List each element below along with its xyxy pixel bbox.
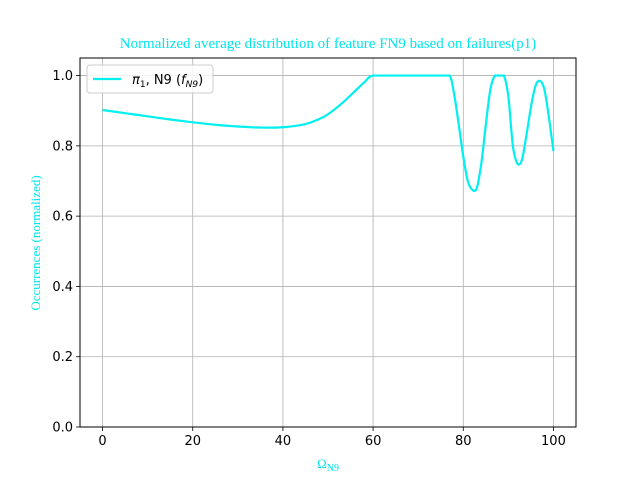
legend-label: π1, N9 (fN9) xyxy=(132,73,203,90)
y-tick-label: 0.2 xyxy=(52,350,73,365)
legend-box xyxy=(86,64,214,94)
x-tick-label: 60 xyxy=(365,434,382,449)
x-tick-label: 0 xyxy=(98,434,106,449)
x-axis-ticks: 0 20 40 60 80 100 xyxy=(98,427,566,449)
x-tick-label: 80 xyxy=(455,434,472,449)
plot-area xyxy=(79,57,577,428)
x-tick-label: 100 xyxy=(541,434,566,449)
y-axis-label: Occurrences (normalized) xyxy=(28,175,43,310)
y-tick-label: 0.0 xyxy=(52,421,73,436)
chart-title: Normalized average distribution of featu… xyxy=(120,36,537,52)
series-line xyxy=(102,74,555,193)
y-tick-label: 0.8 xyxy=(52,139,73,154)
y-tick-label: 0.4 xyxy=(52,280,73,295)
y-tick-label: 1.0 xyxy=(52,69,73,84)
x-tick-label: 40 xyxy=(275,434,292,449)
x-tick-label: 20 xyxy=(184,434,201,449)
y-tick-label: 0.6 xyxy=(52,210,73,225)
y-axis-ticks: 0.0 0.2 0.4 0.6 0.8 1.0 xyxy=(52,69,80,436)
x-axis-label: ΩN9 xyxy=(317,456,339,474)
legend: π1, N9 (fN9) xyxy=(86,64,214,94)
